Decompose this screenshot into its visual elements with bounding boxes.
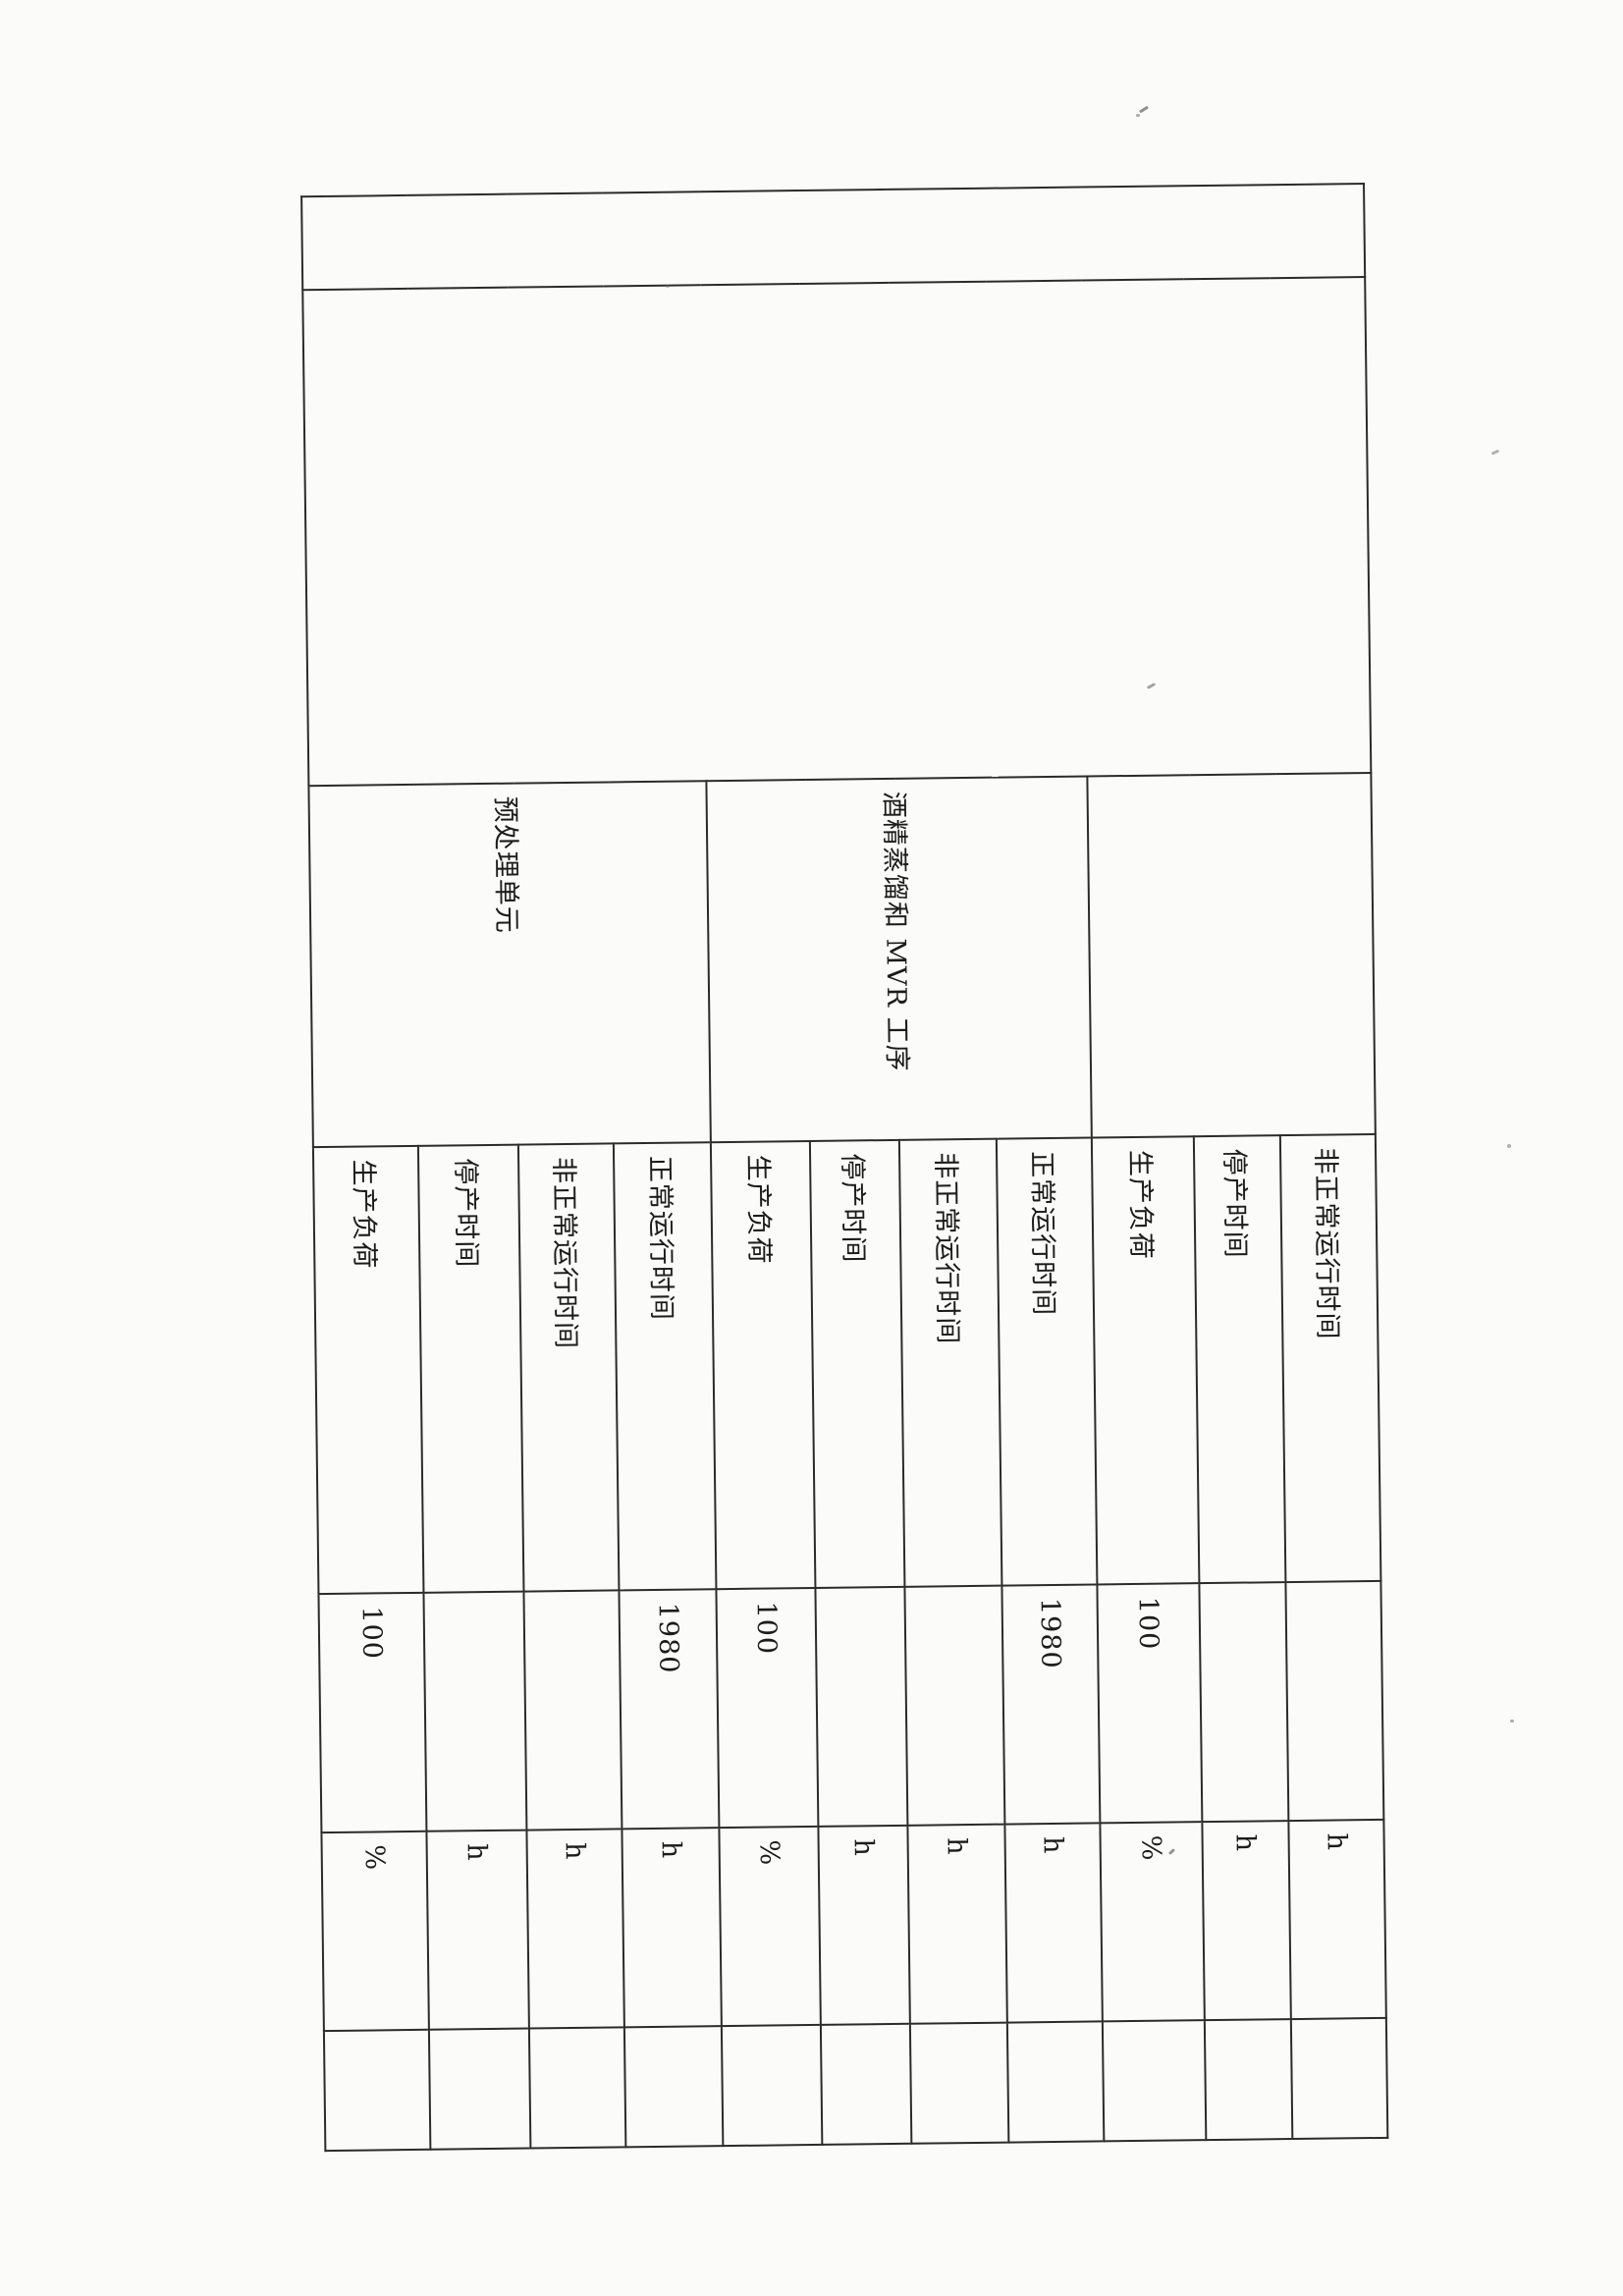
spacer-cell bbox=[428, 2028, 531, 2150]
row-label-cell: 非正常运行时间 bbox=[517, 1143, 620, 1592]
row-label-cell: 非正常运行时间 bbox=[1279, 1133, 1381, 1583]
row-label-cell: 生产负荷 bbox=[312, 1145, 424, 1595]
spacer-cell bbox=[528, 2027, 626, 2149]
scan-speck bbox=[1136, 114, 1140, 117]
row-label-cell: 停产时间 bbox=[1193, 1135, 1286, 1584]
row-unit-cell: h bbox=[622, 1828, 722, 2028]
blank-column-cell bbox=[301, 184, 1366, 291]
row-value-cell bbox=[523, 1590, 622, 1831]
row-label-cell: 正常运行时间 bbox=[996, 1137, 1098, 1586]
row-value-cell bbox=[1199, 1582, 1289, 1823]
spacer-cell bbox=[909, 2022, 1009, 2144]
scan-speck bbox=[1490, 449, 1500, 456]
row-value-cell bbox=[815, 1586, 908, 1827]
row-unit-cell: % bbox=[719, 1826, 821, 2027]
row-label-cell: 生产负荷 bbox=[710, 1140, 816, 1590]
row-value-cell: 100 bbox=[1097, 1583, 1203, 1824]
row-value-cell bbox=[904, 1585, 1005, 1826]
row-value-cell: 100 bbox=[318, 1592, 427, 1833]
group-cell-blank bbox=[1087, 772, 1376, 1138]
blank-column-cell bbox=[302, 277, 1372, 787]
row-unit-cell: h bbox=[1288, 1819, 1386, 2020]
row-unit-cell: h bbox=[1004, 1823, 1103, 2023]
row-value-cell: 1980 bbox=[619, 1589, 720, 1830]
spacer-cell bbox=[1290, 2017, 1388, 2140]
row-label-cell: 正常运行时间 bbox=[613, 1142, 717, 1591]
spacer-cell bbox=[820, 2023, 912, 2145]
scan-speck bbox=[1138, 105, 1150, 114]
row-value-cell bbox=[1285, 1580, 1384, 1822]
rotated-table: 非正常运行时间 h 停产时间 h 生产负荷 100 % 酒精蒸馏和 MVR 工序… bbox=[300, 183, 1388, 2152]
row-unit-cell: % bbox=[321, 1831, 429, 2032]
row-label-cell: 停产时间 bbox=[809, 1139, 905, 1588]
spacer-cell bbox=[1204, 2019, 1293, 2141]
row-value-cell bbox=[423, 1591, 527, 1831]
row-unit-cell: h bbox=[818, 1825, 910, 2025]
row-unit-cell: h bbox=[426, 1830, 529, 2030]
spacer-cell bbox=[1006, 2021, 1105, 2143]
row-unit-cell: h bbox=[1202, 1821, 1291, 2021]
group-cell-distillation-mvr: 酒精蒸馏和 MVR 工序 bbox=[706, 776, 1092, 1143]
row-value-cell: 1980 bbox=[1001, 1584, 1101, 1825]
scan-speck bbox=[1510, 1720, 1514, 1722]
row-unit-cell: % bbox=[1100, 1822, 1205, 2022]
scan-speck bbox=[1507, 1144, 1511, 1148]
spacer-cell bbox=[323, 2029, 431, 2152]
group-cell-pretreatment: 预处理单元 bbox=[308, 781, 711, 1148]
row-unit-cell: h bbox=[907, 1824, 1007, 2024]
row-label-cell: 停产时间 bbox=[417, 1144, 524, 1593]
row-label-cell: 生产负荷 bbox=[1091, 1136, 1200, 1585]
spacer-cell bbox=[1102, 2020, 1207, 2142]
row-label-cell: 非正常运行时间 bbox=[898, 1138, 1002, 1587]
scan-speck bbox=[666, 285, 670, 288]
spacer-cell bbox=[623, 2026, 724, 2148]
row-value-cell: 100 bbox=[716, 1587, 819, 1829]
spacer-cell bbox=[721, 2024, 823, 2147]
row-unit-cell: h bbox=[526, 1829, 624, 2029]
